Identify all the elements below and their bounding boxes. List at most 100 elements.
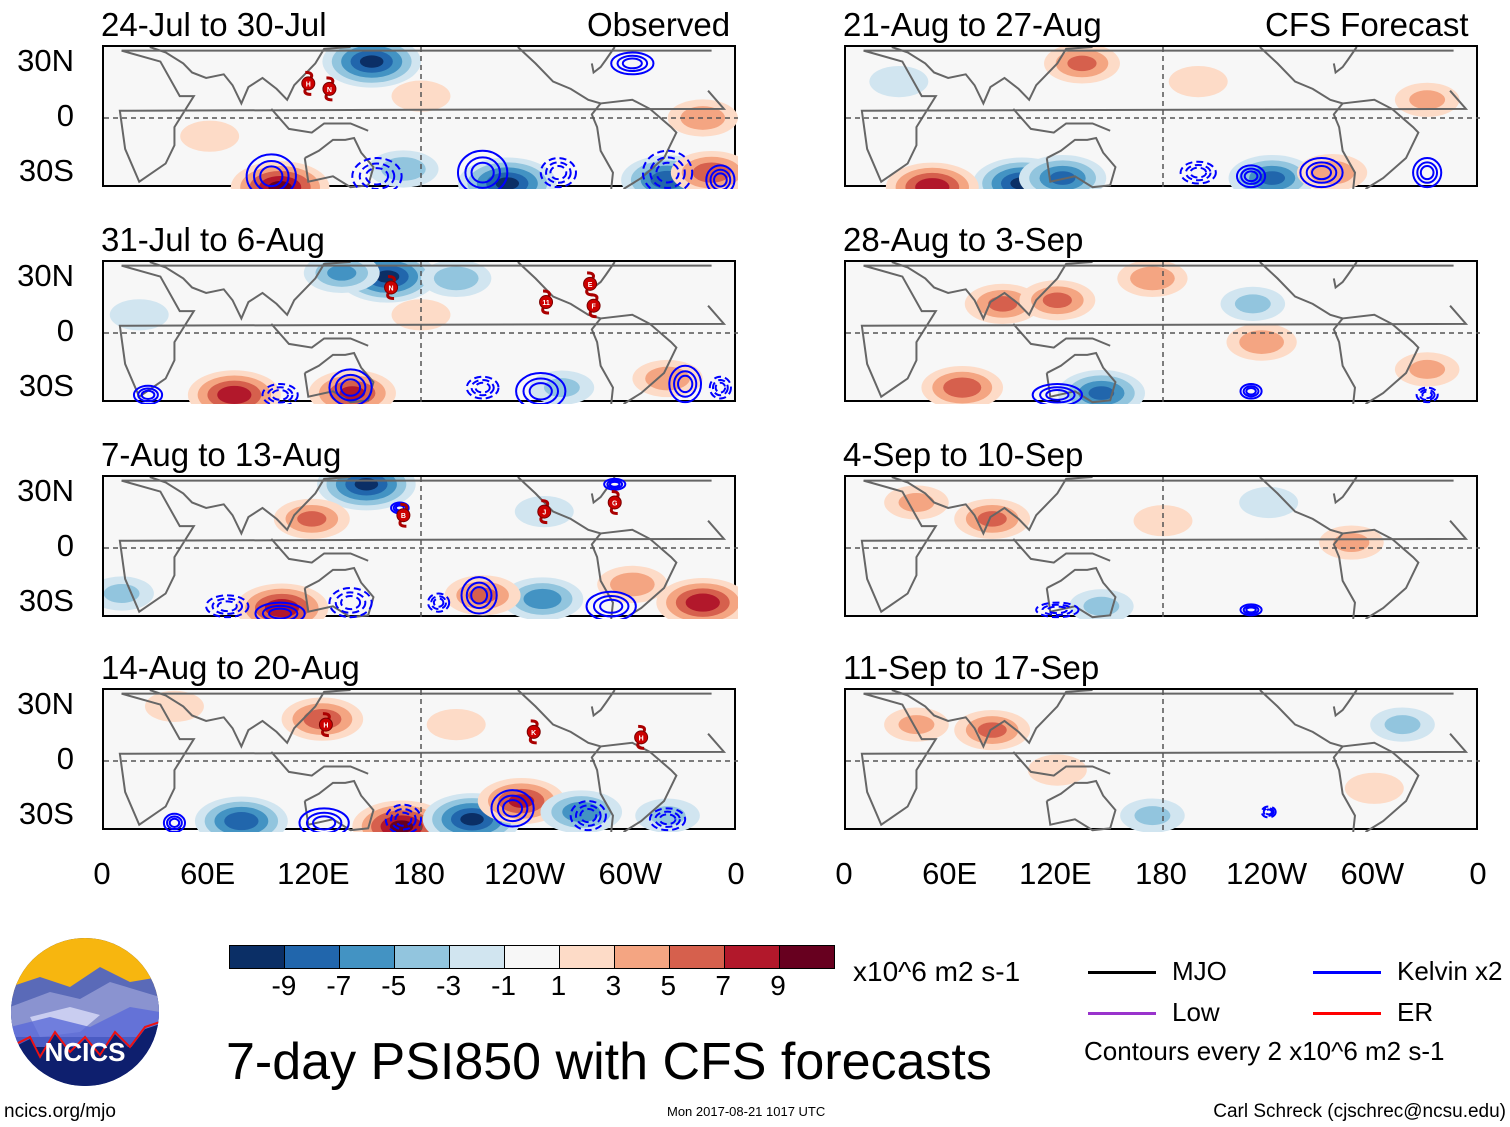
coastline: [590, 47, 616, 75]
lon-label: 0: [727, 856, 745, 891]
coastline: [118, 692, 727, 827]
panel-title: 24-Jul to 30-Jul: [101, 6, 327, 43]
anomaly-shading: [685, 593, 720, 612]
lon-label: 120E: [1019, 856, 1092, 891]
kelvin-contour: [1039, 386, 1076, 404]
kelvin-contour: [502, 799, 524, 818]
anomaly-shading: [1067, 55, 1097, 72]
coastline: [1012, 323, 1111, 349]
kelvin-contour: [603, 477, 627, 491]
coastline: [1342, 741, 1420, 832]
coastline: [1045, 779, 1117, 832]
kelvin-contour: [606, 479, 624, 490]
colorbar-tick: -9: [271, 970, 297, 1001]
map-panel-7: [844, 475, 1480, 619]
kelvin-contour: [261, 382, 299, 404]
kelvin-contour: [714, 381, 727, 394]
kelvin-contour: [711, 378, 729, 397]
tropical-cyclone-icon: H: [301, 70, 316, 96]
tropical-cyclone-icon: E: [583, 271, 598, 297]
coastline: [891, 690, 1093, 749]
ncics-logo: NCICS: [11, 938, 159, 1086]
main-title: 7-day PSI850 with CFS forecasts: [226, 1033, 992, 1091]
kelvin-contour: [608, 480, 621, 488]
kelvin-contour: [253, 159, 290, 189]
lon-label: 0: [1469, 856, 1487, 891]
anomaly-shading: [1042, 292, 1072, 308]
kelvin-contour: [261, 604, 299, 619]
lon-label: 60E: [922, 856, 978, 891]
kelvin-contour: [1416, 161, 1439, 184]
kelvin-contour: [1245, 606, 1257, 614]
colorbar-tick: 9: [770, 970, 786, 1001]
lon-label: 120W: [1226, 856, 1308, 891]
anomaly-shading: [508, 794, 535, 808]
kelvin-contour: [312, 815, 337, 831]
kelvin-contour: [1310, 165, 1333, 181]
kelvin-contour: [211, 597, 244, 615]
kelvin-contour: [364, 167, 390, 186]
anomaly-shading: [359, 55, 384, 68]
kelvin-contour: [545, 161, 572, 184]
lat-label: 30S: [18, 152, 74, 188]
anomaly-shading: [104, 584, 140, 604]
tropical-cyclone-icon: H: [318, 712, 333, 738]
coastline: [1332, 477, 1358, 505]
observed-label: Observed: [587, 6, 731, 43]
legend-label: Kelvin x2: [1397, 956, 1503, 986]
coastline: [1045, 136, 1117, 189]
colorbar-tick: 5: [660, 970, 677, 1001]
map-panel-6: [844, 260, 1480, 404]
coastline: [860, 49, 1469, 184]
map-panel-2: N 11 E F: [102, 260, 738, 404]
kelvin-contour: [464, 156, 501, 189]
coastline: [600, 313, 678, 404]
tropical-cyclone-icon: N: [322, 76, 337, 102]
kelvin-contour: [470, 586, 489, 605]
anomaly-shading: [1130, 266, 1175, 291]
coastline: [860, 479, 1469, 614]
kelvin-contour: [1299, 157, 1344, 189]
anomaly-shading: [898, 715, 935, 735]
kelvin-contour: [592, 595, 630, 618]
kelvin-contour: [268, 607, 293, 619]
colorbar-tick: -5: [381, 970, 407, 1001]
colorbar-tick: 7: [715, 970, 731, 1001]
lat-label: 30S: [18, 795, 74, 831]
coastline: [1012, 538, 1111, 564]
kelvin-contour: [705, 164, 736, 189]
coastline: [891, 47, 1093, 106]
anomaly-shading: [426, 708, 486, 741]
anomaly-shading: [297, 511, 327, 527]
colorbar-swatch: [395, 946, 450, 968]
coastline: [149, 262, 351, 321]
kelvin-contour: [432, 597, 445, 608]
anomaly-shading: [109, 299, 169, 331]
kelvin-contour: [1239, 382, 1263, 400]
kelvin-contour: [1412, 157, 1443, 189]
storm-label: G: [612, 500, 618, 507]
panel-title: 14-Aug to 20-Aug: [101, 649, 360, 686]
coastline: [1045, 351, 1117, 404]
forecast-label: CFS Forecast: [1265, 6, 1469, 43]
kelvin-contour: [351, 157, 403, 189]
lon-label: 180: [393, 856, 445, 891]
kelvin-contour: [465, 581, 493, 610]
coastline: [118, 264, 727, 399]
kelvin-contour: [140, 389, 156, 400]
coastline: [1332, 690, 1358, 718]
kelvin-contour: [334, 373, 367, 402]
anomaly-shading: [1239, 486, 1299, 519]
lon-label: 120E: [277, 856, 350, 891]
kelvin-contour: [427, 592, 451, 613]
kelvin-contour: [334, 591, 367, 614]
panel-title: 31-Jul to 6-Aug: [101, 221, 325, 258]
kelvin-contour: [205, 594, 250, 619]
kelvin-contour: [340, 378, 362, 397]
coastline: [600, 528, 678, 619]
anomaly-shading: [460, 813, 484, 826]
kelvin-contour: [1418, 388, 1436, 401]
coastline: [1342, 98, 1420, 189]
kelvin-contour: [677, 374, 694, 394]
